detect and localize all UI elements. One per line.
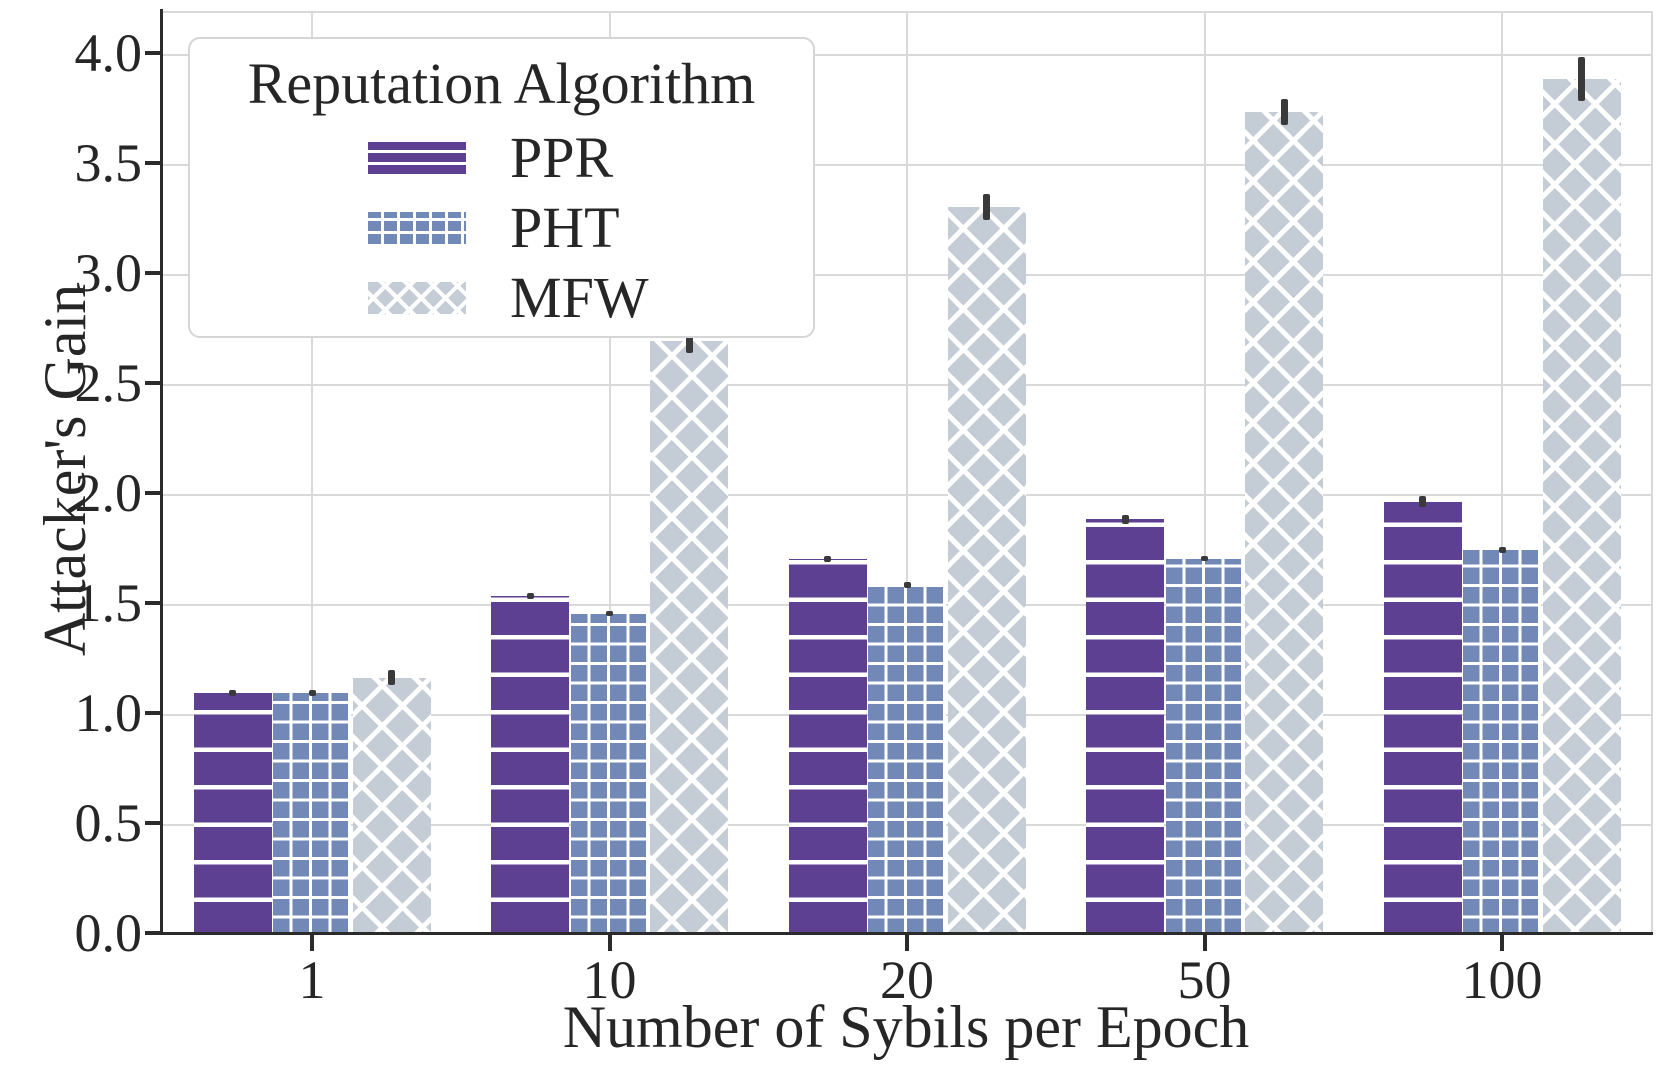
x-gridline xyxy=(608,13,611,935)
error-bar-PHT xyxy=(606,611,613,617)
error-bar-PPR xyxy=(526,592,534,600)
bar-PPR xyxy=(1086,519,1164,935)
bar-PPR xyxy=(491,596,569,935)
x-tick xyxy=(607,935,612,951)
y-tick-label: 4.0 xyxy=(74,23,143,83)
y-tick xyxy=(145,491,161,495)
y-axis-spine xyxy=(160,9,163,935)
error-bar-PHT xyxy=(903,581,911,589)
x-tick xyxy=(310,935,314,951)
legend-label-PHT: PHT xyxy=(510,195,620,260)
x-tick-label: 10 xyxy=(582,950,637,1010)
y-tick-label: 0.0 xyxy=(74,903,143,963)
y-tick-label: 2.5 xyxy=(74,353,143,413)
y-tick-label: 2.0 xyxy=(74,463,143,523)
bar-MFW xyxy=(947,206,1026,935)
legend-items: PPR PHT MFW xyxy=(190,123,813,333)
x-axis-spine xyxy=(150,932,1653,935)
plot-area xyxy=(162,11,1653,935)
legend-item-PHT: PHT xyxy=(190,193,813,263)
error-bar-MFW xyxy=(1578,57,1585,102)
legend-item-PPR: PPR xyxy=(190,123,813,193)
bar-PHT xyxy=(570,613,649,935)
error-bar-MFW xyxy=(1280,99,1288,126)
x-tick-label: 100 xyxy=(1461,950,1543,1010)
bar-MFW xyxy=(352,677,431,935)
legend-title: Reputation Algorithm xyxy=(247,51,756,116)
x-gridline xyxy=(1203,13,1206,935)
y-tick xyxy=(145,931,161,935)
bar-PHT xyxy=(273,693,351,935)
bar-MFW xyxy=(1245,112,1323,935)
error-bar-MFW xyxy=(983,193,990,220)
error-bar-PPR xyxy=(1419,496,1426,508)
bar-PHT xyxy=(868,585,946,935)
x-gridline xyxy=(906,13,908,935)
x-gridline xyxy=(1501,13,1503,935)
error-bar-PPR xyxy=(824,555,831,563)
error-bar-PPR xyxy=(229,690,236,696)
bar-MFW xyxy=(650,341,728,935)
x-tick xyxy=(905,935,909,951)
bar-PPR xyxy=(1383,501,1462,935)
x-gridline xyxy=(311,13,313,935)
error-bar-PPR xyxy=(1121,514,1129,524)
legend: Reputation Algorithm PPR PHT MFW xyxy=(188,37,815,338)
y-tick-label: 1.0 xyxy=(74,683,143,743)
error-bar-PHT xyxy=(308,690,316,696)
y-tick-label: 1.5 xyxy=(74,573,143,633)
y-tick xyxy=(145,821,161,825)
bar-PPR xyxy=(788,558,867,935)
legend-label-PPR: PPR xyxy=(510,125,614,190)
error-bar-PHT xyxy=(1498,546,1506,554)
legend-swatch-PPR xyxy=(368,142,466,174)
y-tick xyxy=(145,161,161,165)
legend-item-MFW: MFW xyxy=(190,263,813,333)
x-tick xyxy=(1500,935,1504,951)
error-bar-MFW xyxy=(685,328,693,354)
y-tick xyxy=(145,601,161,605)
y-tick-label: 3.5 xyxy=(74,133,143,193)
legend-label-MFW: MFW xyxy=(510,265,649,330)
y-tick-label: 3.0 xyxy=(74,243,143,303)
bar-MFW xyxy=(1542,79,1621,935)
x-tick-label: 20 xyxy=(880,950,934,1010)
error-bar-MFW xyxy=(388,669,395,686)
y-tick xyxy=(145,271,161,275)
bar-PHT xyxy=(1463,550,1541,935)
legend-swatch-PHT xyxy=(368,212,466,244)
bar-PHT xyxy=(1165,558,1244,935)
y-tick-label: 0.5 xyxy=(74,793,143,853)
y-tick xyxy=(145,711,161,715)
y-tick xyxy=(145,381,161,385)
y-tick xyxy=(145,51,161,55)
legend-swatch-MFW xyxy=(368,282,466,314)
error-bar-PHT xyxy=(1201,556,1208,562)
bar-PPR xyxy=(193,693,272,935)
x-tick-label: 50 xyxy=(1177,950,1232,1010)
x-tick xyxy=(1202,935,1207,951)
x-axis-label: Number of Sybils per Epoch xyxy=(562,994,1250,1060)
x-tick-label: 1 xyxy=(298,950,326,1010)
